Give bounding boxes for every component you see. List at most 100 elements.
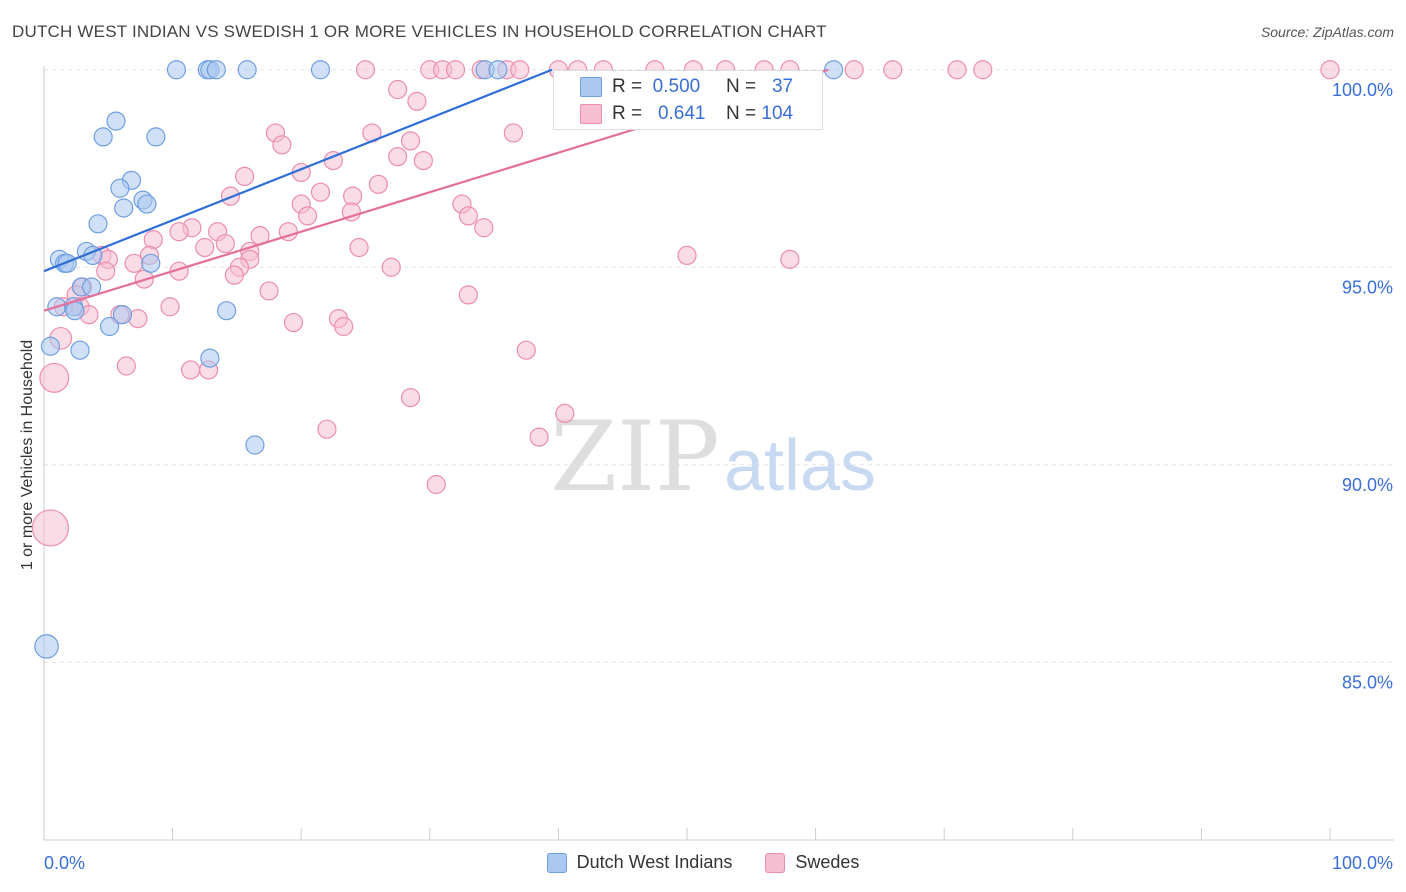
point-swedes: [844, 60, 864, 80]
y-tick-label: 100.0%: [1332, 80, 1393, 100]
point-dutch-west-indians: [166, 60, 187, 80]
correlation-box: R = 0.500 N = 37 R = 0.641 N = 104: [553, 70, 823, 130]
point-dutch-west-indians: [488, 60, 508, 80]
n-value-blue: 37: [771, 76, 794, 97]
point-swedes: [445, 60, 466, 80]
point-swedes: [272, 135, 292, 155]
point-dutch-west-indians: [110, 178, 130, 198]
point-swedes: [259, 281, 279, 301]
point-swedes: [224, 265, 244, 285]
point-swedes: [677, 245, 697, 265]
point-swedes: [317, 419, 337, 439]
data-points: [31, 60, 1340, 659]
x-tick-label: 0.0%: [44, 853, 85, 873]
point-dutch-west-indians: [99, 316, 120, 337]
axes: [43, 66, 1394, 841]
n-label: N =: [726, 76, 757, 97]
point-dutch-west-indians: [137, 194, 157, 214]
point-swedes: [310, 182, 331, 202]
point-dutch-west-indians: [141, 253, 161, 273]
tick-labels: 100.0% 95.0% 90.0% 85.0% 0.0% 100.0%: [44, 80, 1393, 873]
point-swedes: [341, 202, 361, 222]
trend-line-dutch-west-indians: [43, 68, 553, 273]
source-label: Source: ZipAtlas.com: [1260, 24, 1394, 40]
point-swedes: [426, 474, 446, 495]
point-swedes: [510, 60, 530, 80]
point-dutch-west-indians: [310, 60, 331, 80]
r-label: R =: [612, 76, 643, 97]
y-tick-label: 95.0%: [1342, 277, 1393, 297]
legend-swatch-pink: [765, 852, 786, 873]
point-dutch-west-indians: [237, 60, 257, 80]
point-swedes: [96, 261, 116, 281]
watermark-atlas: atlas: [724, 426, 876, 506]
point-dutch-west-indians: [245, 435, 265, 455]
point-swedes: [883, 60, 903, 80]
chart-title: DUTCH WEST INDIAN VS SWEDISH 1 OR MORE V…: [12, 22, 827, 41]
point-swedes: [973, 60, 993, 80]
point-swedes: [458, 206, 478, 226]
point-swedes: [503, 123, 523, 143]
n-value-pink: 104: [761, 103, 794, 124]
point-swedes: [181, 360, 201, 380]
point-swedes: [381, 257, 401, 277]
y-tick-label: 85.0%: [1342, 672, 1393, 692]
point-dutch-west-indians: [57, 253, 77, 273]
point-swedes: [215, 233, 235, 254]
correlation-row-blue: R = 0.500 N = 37: [554, 74, 822, 100]
y-axis-label: 1 or more Vehicles in Household: [19, 339, 36, 571]
point-dutch-west-indians: [70, 340, 90, 360]
point-swedes: [1320, 60, 1340, 80]
point-dutch-west-indians: [34, 634, 59, 659]
point-dutch-west-indians: [65, 301, 85, 321]
point-swedes: [400, 131, 421, 151]
point-swedes: [195, 237, 215, 258]
legend-item-dutch-west-indians[interactable]: Dutch West Indians: [546, 852, 733, 873]
n-label: N =: [726, 103, 757, 124]
point-swedes: [400, 388, 421, 408]
r-value-pink: 0.641: [657, 103, 706, 124]
point-dutch-west-indians: [206, 60, 226, 80]
point-swedes: [458, 285, 478, 305]
point-dutch-west-indians: [93, 127, 113, 147]
point-swedes: [160, 297, 180, 317]
point-swedes: [31, 509, 70, 547]
legend-swatch-blue: [546, 852, 567, 873]
point-swedes: [947, 60, 967, 80]
point-dutch-west-indians: [114, 198, 134, 218]
legend-label: Dutch West Indians: [576, 852, 733, 872]
point-swedes: [283, 312, 304, 333]
point-dutch-west-indians: [106, 111, 126, 131]
point-swedes: [413, 151, 433, 171]
point-swedes: [529, 427, 549, 447]
point-swedes: [368, 174, 388, 194]
y-tick-label: 90.0%: [1342, 475, 1393, 495]
r-label: R =: [612, 103, 643, 124]
r-value-blue: 0.500: [652, 76, 701, 97]
point-dutch-west-indians: [824, 60, 844, 80]
pink-swatch: [580, 104, 602, 124]
legend-item-swedes[interactable]: Swedes: [765, 852, 859, 873]
grid-lines: [44, 69, 1394, 663]
legend: Dutch West Indians Swedes: [0, 852, 1406, 878]
point-swedes: [116, 356, 136, 376]
point-swedes: [349, 237, 369, 258]
point-swedes: [39, 362, 70, 393]
point-swedes: [388, 147, 408, 167]
watermark-zip: ZIP: [550, 401, 719, 513]
point-swedes: [235, 166, 255, 186]
point-swedes: [124, 253, 144, 273]
point-dutch-west-indians: [200, 348, 220, 368]
watermark: ZIP atlas: [550, 401, 876, 513]
point-swedes: [780, 249, 800, 269]
point-swedes: [388, 79, 408, 100]
point-swedes: [169, 222, 189, 242]
point-swedes: [555, 403, 575, 423]
x-tick-label: 100.0%: [1332, 853, 1393, 873]
point-dutch-west-indians: [217, 301, 237, 321]
point-swedes: [298, 206, 318, 226]
point-swedes: [407, 91, 427, 111]
point-dutch-west-indians: [112, 305, 133, 325]
legend-label: Swedes: [795, 852, 860, 872]
point-dutch-west-indians: [40, 336, 61, 356]
